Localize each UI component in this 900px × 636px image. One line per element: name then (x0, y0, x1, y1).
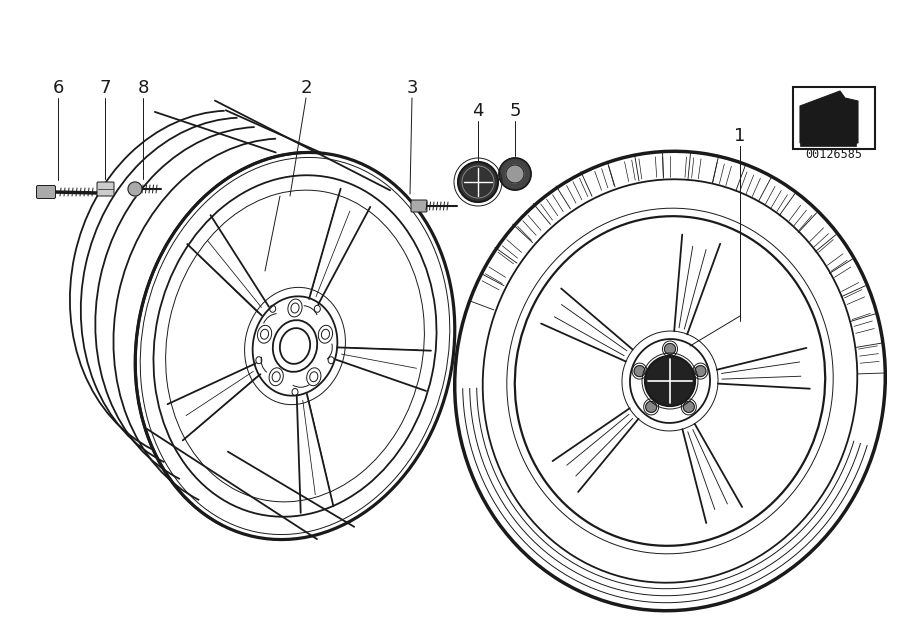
Circle shape (499, 158, 531, 190)
Text: 8: 8 (138, 79, 148, 97)
Text: 5: 5 (509, 102, 521, 120)
Circle shape (645, 401, 657, 412)
Text: 6: 6 (52, 79, 64, 97)
Polygon shape (800, 91, 858, 143)
FancyBboxPatch shape (800, 138, 856, 146)
Text: 7: 7 (99, 79, 111, 97)
Circle shape (506, 165, 524, 183)
Text: 00126585: 00126585 (806, 148, 862, 162)
Circle shape (128, 182, 142, 196)
Circle shape (458, 162, 498, 202)
FancyBboxPatch shape (37, 186, 56, 198)
Text: 2: 2 (301, 79, 311, 97)
FancyBboxPatch shape (97, 182, 114, 196)
Text: 4: 4 (472, 102, 484, 120)
Circle shape (634, 366, 645, 377)
Circle shape (695, 366, 706, 377)
Circle shape (664, 343, 676, 354)
Text: 3: 3 (406, 79, 418, 97)
FancyBboxPatch shape (793, 87, 875, 149)
Text: 1: 1 (734, 127, 746, 145)
Circle shape (645, 356, 695, 406)
Circle shape (683, 401, 694, 412)
FancyBboxPatch shape (411, 200, 427, 212)
